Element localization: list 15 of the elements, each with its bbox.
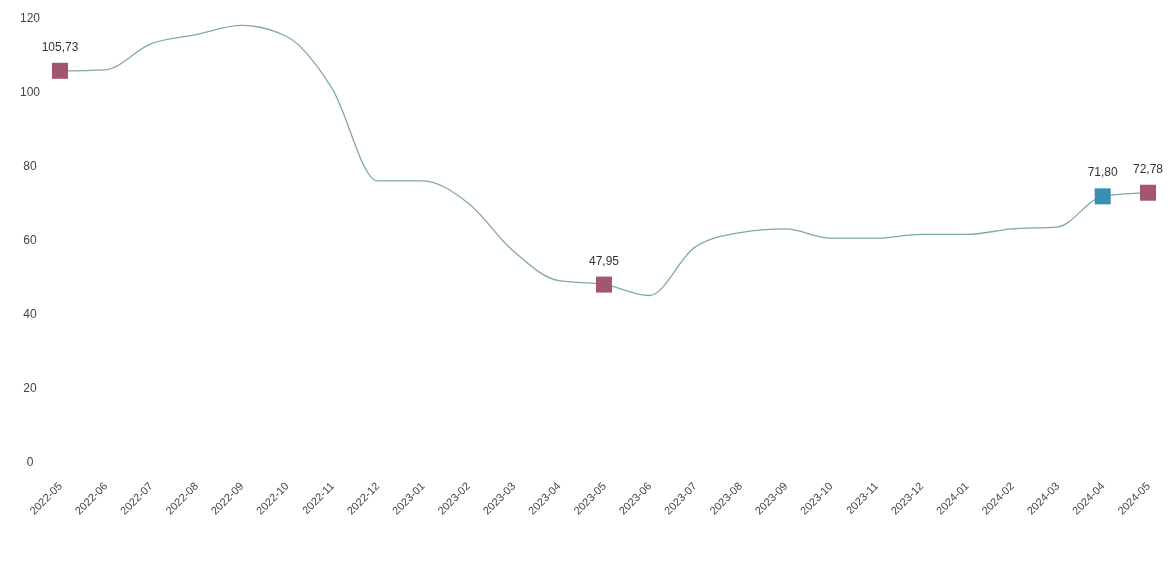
y-tick-label: 80 — [23, 159, 37, 174]
data-label: 105,73 — [41, 39, 79, 54]
point — [596, 276, 612, 293]
data-label: 71,80 — [1087, 165, 1119, 180]
y-tick-label: 60 — [23, 233, 37, 248]
y-tick-label: 20 — [23, 381, 37, 396]
y-tick-label: 0 — [26, 455, 34, 470]
data-label: 72,78 — [1132, 161, 1164, 176]
y-tick-label: 40 — [23, 307, 37, 322]
point — [1094, 188, 1111, 205]
y-tick-label: 100 — [19, 85, 41, 100]
data-label: 47,95 — [588, 253, 620, 268]
point — [1140, 184, 1156, 201]
point — [52, 62, 68, 79]
y-tick-label: 120 — [19, 11, 41, 26]
